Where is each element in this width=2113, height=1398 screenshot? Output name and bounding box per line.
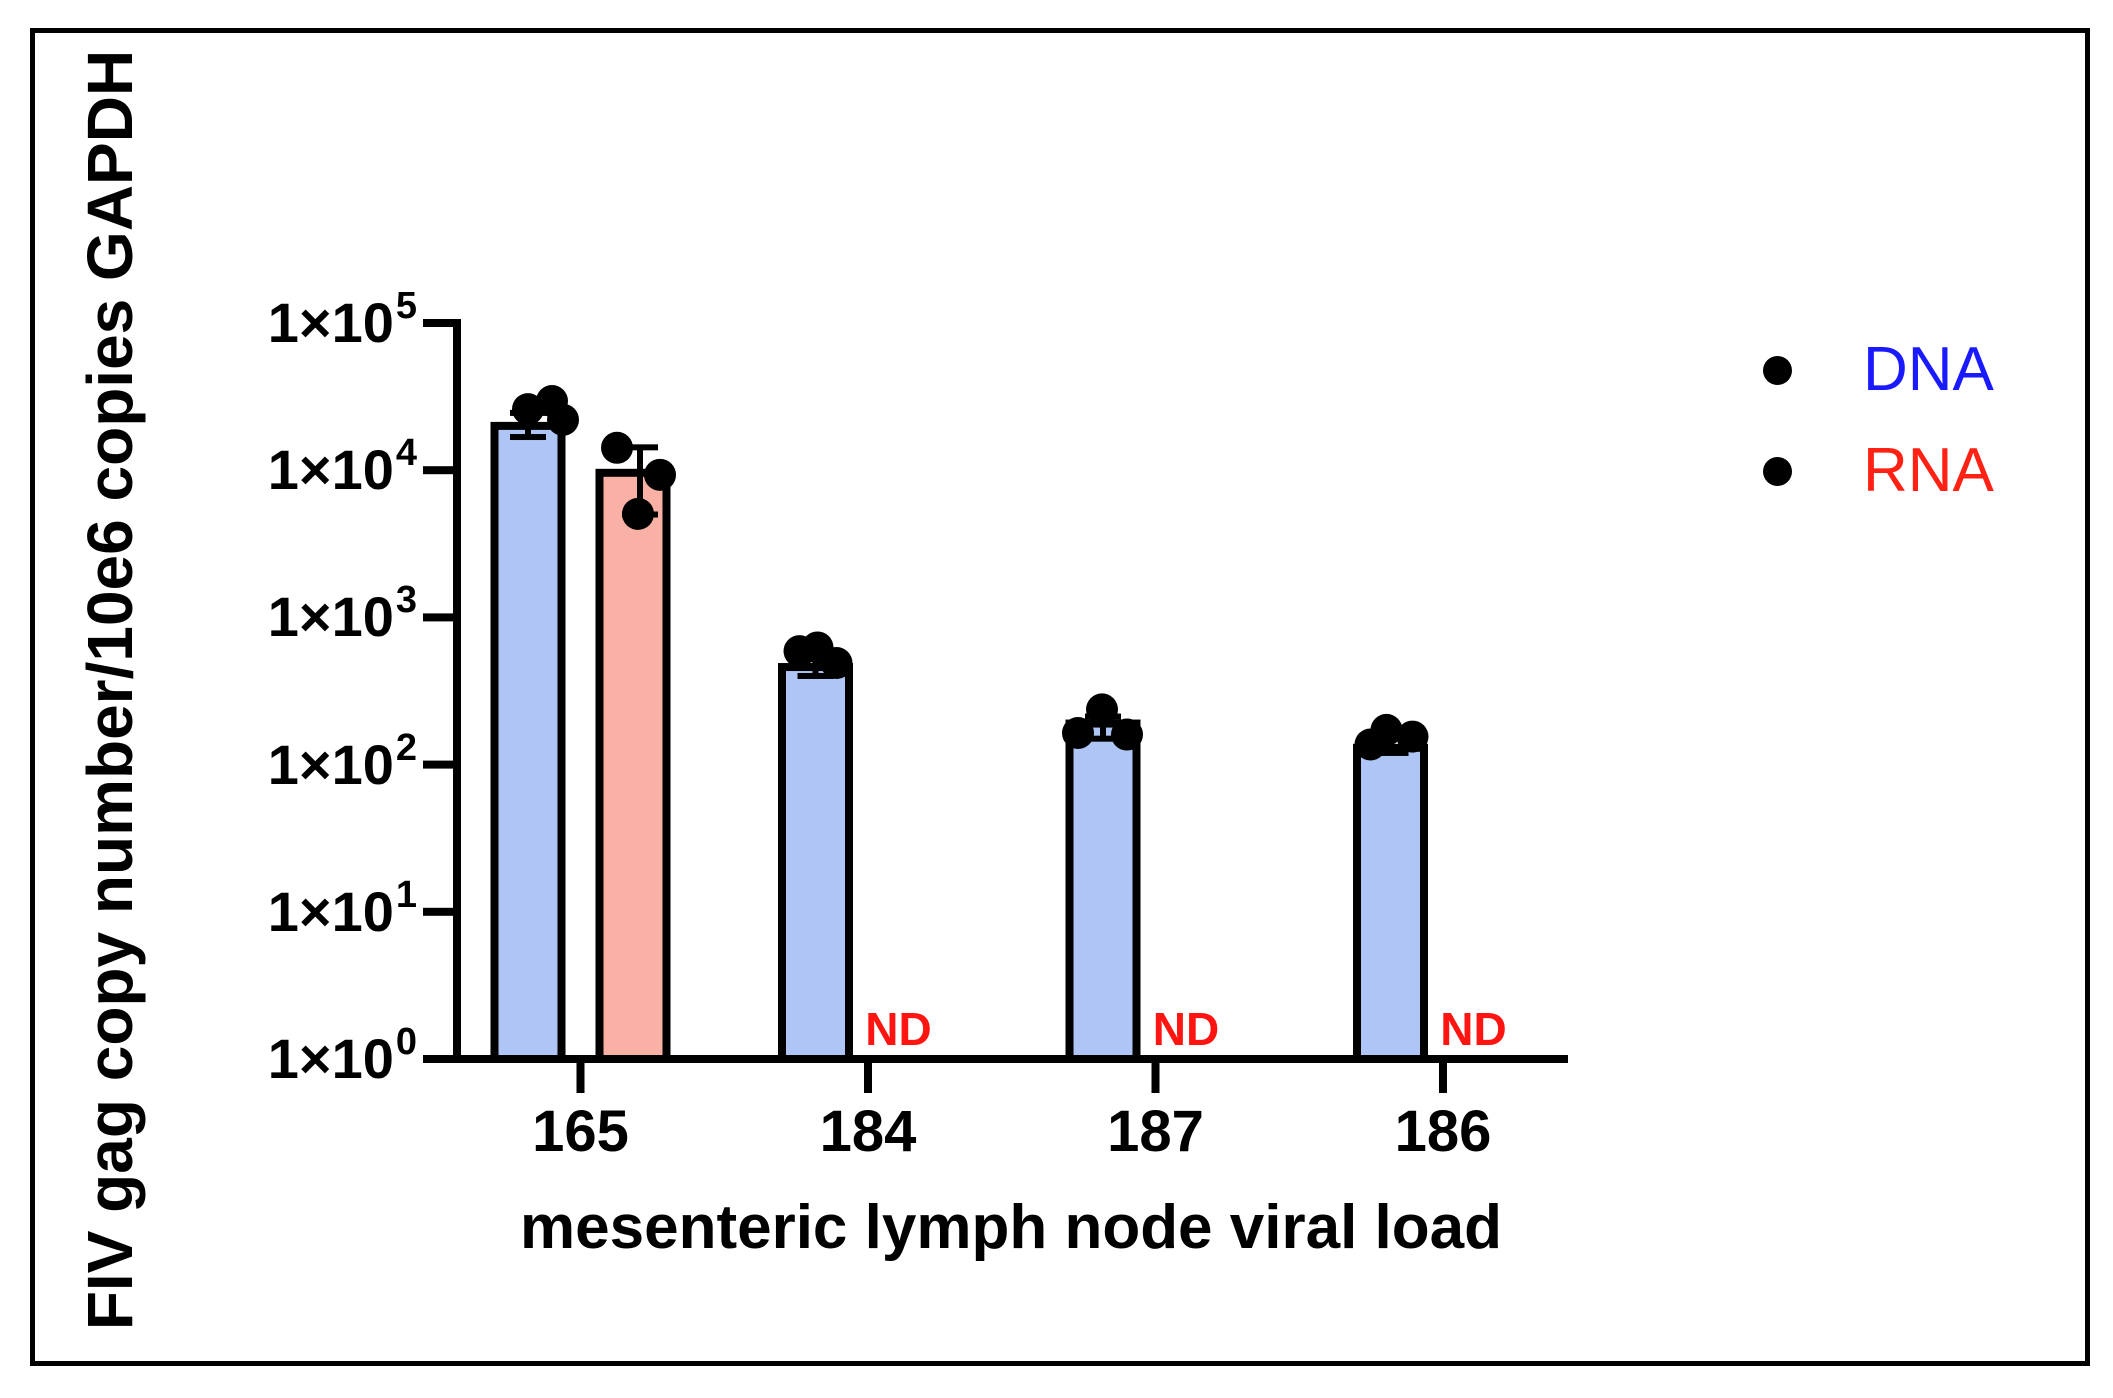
nd-label: ND [1440,1003,1507,1055]
y-tick-label: 1×104 [267,432,417,502]
error-bar-cap [622,444,658,451]
data-point [547,403,579,436]
y-tick-mark [423,907,453,916]
legend: DNA RNA [1763,338,1994,503]
error-bar-cap [797,672,834,679]
figure-border [30,28,2090,1366]
y-axis-line [453,319,461,1063]
data-point [1062,716,1094,749]
y-tick-mark [423,466,453,475]
bar-dna-187 [1065,719,1141,1063]
data-point [820,647,853,680]
nd-label: ND [865,1003,932,1055]
error-bar-cap [1085,735,1121,742]
data-point [1396,720,1429,753]
y-tick-label: 1×105 [267,285,417,354]
y-tick-exponent: 3 [395,579,417,622]
data-point [1086,693,1118,726]
x-tick-label: 184 [819,1099,917,1164]
filled-circle-icon [1763,355,1792,385]
bar-dna-165 [490,421,566,1064]
y-tick-exponent: 1 [395,873,417,916]
y-tick-exponent: 0 [395,1021,417,1063]
y-tick-mark [423,760,453,769]
legend-row-dna: DNA [1763,338,1994,402]
nd-label: ND [1152,1003,1220,1055]
x-axis-title: mesenteric lymph node viral load [520,1193,1502,1262]
bar-rna-165 [595,468,671,1063]
filled-circle-icon [1763,456,1792,486]
x-tick-label: 187 [1107,1099,1204,1164]
y-tick-exponent: 5 [395,285,417,327]
y-axis-title: FIV gag copy number/10e6 copies GAPDH [74,49,146,1331]
y-tick-mark [423,1055,453,1063]
data-point [622,497,654,530]
x-tick-mark [1439,1063,1447,1093]
y-tick-label: 1×102 [267,726,417,796]
y-tick-label: 1×103 [267,579,417,649]
data-point [1354,728,1387,761]
data-point [1111,718,1143,751]
x-axis-line [453,1055,1568,1063]
error-bar-cap [510,434,546,441]
y-tick-label: 1×101 [267,873,417,943]
y-tick-mark [423,613,453,622]
error-bar-line [637,447,643,515]
error-bar-cap [1372,749,1409,756]
y-tick-mark [423,319,453,327]
error-bar-line [1100,716,1106,739]
bar-dna-184 [778,663,853,1063]
x-tick-mark [1151,1063,1160,1093]
y-tick-exponent: 4 [395,432,417,475]
legend-label-rna: RNA [1863,436,1994,505]
bar-dna-186 [1353,743,1428,1063]
x-tick-mark [864,1063,872,1093]
data-point [644,458,676,491]
y-tick-label: 1×100 [267,1021,417,1090]
y-tick-exponent: 2 [395,726,417,769]
legend-label-dna: DNA [1863,335,1994,404]
data-point [512,393,544,426]
x-tick-mark [576,1063,585,1093]
x-tick-label: 165 [532,1099,629,1164]
data-point [601,431,633,464]
x-tick-label: 186 [1394,1099,1492,1164]
legend-row-rna: RNA [1763,439,1994,503]
error-bar-line [812,656,819,676]
